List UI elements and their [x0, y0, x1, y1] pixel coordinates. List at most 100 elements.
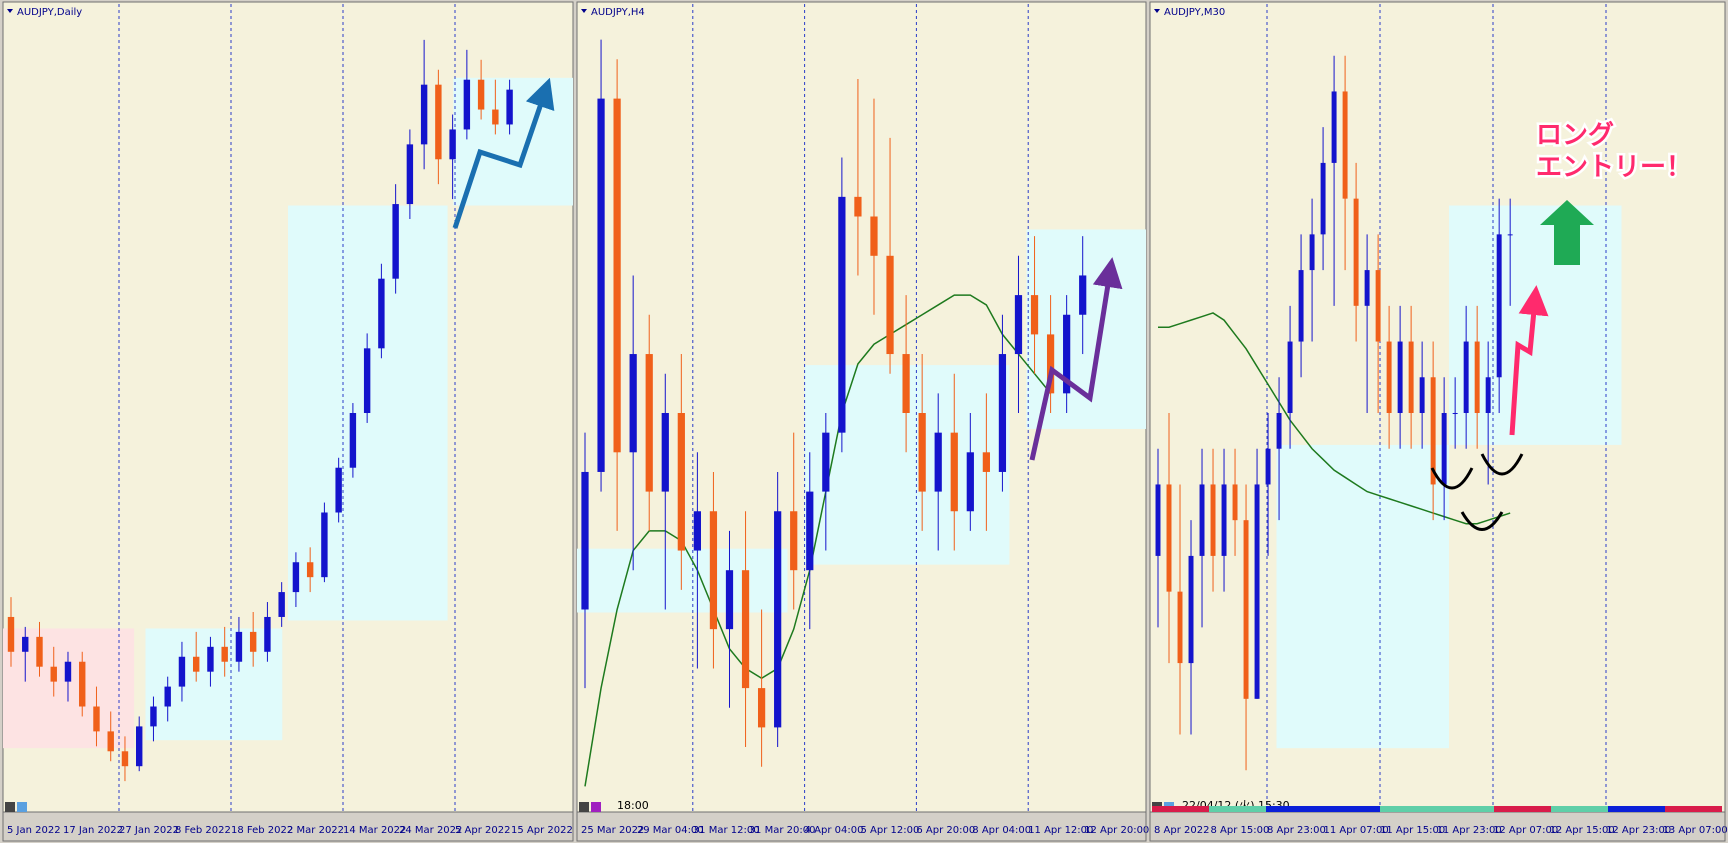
candle-body	[292, 562, 300, 593]
x-axis-label: 12 Apr 20:00	[1084, 825, 1149, 836]
candle-body	[264, 616, 271, 652]
candle-body	[1287, 341, 1293, 413]
candle-body	[1364, 270, 1370, 306]
candle-body	[725, 570, 734, 630]
session-bar	[1551, 806, 1608, 812]
candle-body	[22, 636, 29, 652]
candle-body	[1386, 341, 1392, 413]
candle-body	[1063, 314, 1071, 394]
candle-body	[790, 511, 798, 571]
moving-average	[1158, 312, 1511, 525]
candle-body	[1155, 484, 1161, 556]
x-axis-bar	[2, 811, 574, 842]
candle-body	[477, 79, 485, 110]
candle-body	[420, 84, 428, 145]
candle-body	[1397, 341, 1403, 413]
x-axis-label: 24 Mar 2022	[399, 825, 462, 836]
candle-body	[36, 636, 43, 667]
candle-body	[506, 89, 513, 125]
candle-body	[1243, 520, 1249, 699]
candle-body	[1232, 484, 1238, 521]
candle-body	[335, 467, 342, 513]
status-icon	[579, 802, 589, 812]
title-icon	[1154, 9, 1160, 13]
candle-body	[1452, 413, 1458, 414]
candle-body	[645, 354, 653, 492]
session-bar	[1494, 806, 1551, 812]
candle-body	[1276, 413, 1282, 449]
candle-body	[1375, 270, 1381, 342]
candle-body	[435, 84, 442, 160]
x-axis-label: 8 Apr 04:00	[972, 825, 1031, 836]
candle-body	[693, 511, 701, 551]
candle-body	[597, 98, 605, 472]
x-axis-label: 6 Apr 20:00	[916, 825, 975, 836]
x-axis-label: 29 Mar 04:00	[637, 825, 704, 836]
candle-body	[192, 656, 200, 672]
candle-body	[79, 661, 86, 707]
x-axis-label: 27 Jan 2022	[119, 825, 179, 836]
candle-body	[1496, 234, 1502, 378]
candle-body	[278, 592, 285, 617]
x-axis-label: 5 Apr 2022	[455, 825, 510, 836]
candle-body	[178, 656, 186, 687]
candle-body	[1079, 275, 1087, 315]
chart-title: AUDJPY,H4	[591, 7, 645, 18]
candle-body	[982, 452, 990, 472]
x-axis-label: 5 Jan 2022	[7, 825, 61, 836]
candle-body	[249, 631, 257, 652]
candle-body	[677, 413, 685, 551]
x-axis-label: 4 Apr 04:00	[805, 825, 864, 836]
x-axis-label: 12 Apr 07:00	[1493, 825, 1558, 836]
x-axis-label: 18 Feb 2022	[231, 825, 293, 836]
pattern-mark	[1480, 453, 1524, 476]
x-axis-label: 31 Mar 20:00	[749, 825, 816, 836]
session-bar	[1266, 806, 1323, 812]
candle-body	[1419, 377, 1425, 413]
candle-body	[998, 354, 1007, 472]
candle-body	[93, 706, 100, 732]
status-icon	[17, 802, 27, 812]
candle-body	[321, 512, 328, 578]
trend-arrow	[1509, 285, 1549, 436]
x-axis-label: 8 Apr 23:00	[1267, 825, 1326, 836]
candle-body	[7, 616, 15, 652]
candle-body	[150, 706, 157, 727]
candle-body	[349, 413, 357, 468]
session-bar	[1437, 806, 1494, 812]
candle-body	[1166, 484, 1172, 592]
x-axis-label: 13 Apr 07:00	[1663, 825, 1728, 836]
candle-body	[1463, 341, 1469, 413]
annotation: エントリー！	[1536, 153, 1692, 183]
candle-body	[918, 413, 926, 492]
status-icon	[5, 802, 15, 812]
trend-arrow	[452, 77, 555, 229]
x-axis-label: 12 Apr 23:00	[1606, 825, 1671, 836]
session-bar	[1209, 806, 1266, 812]
zone-box	[1276, 444, 1449, 749]
candle-body	[363, 348, 371, 413]
candle-body	[221, 646, 228, 662]
candle-body	[1254, 484, 1260, 699]
candle-body	[50, 666, 57, 682]
candle-body	[1221, 484, 1227, 556]
candle-body	[1014, 295, 1023, 355]
x-axis-label: 15 Apr 2022	[511, 825, 573, 836]
x-axis-label: 5 Apr 12:00	[861, 825, 920, 836]
candle-body	[886, 255, 894, 355]
candle-body	[1342, 91, 1348, 199]
x-axis-label: 25 Mar 2022	[581, 825, 644, 836]
candle-body	[581, 471, 589, 610]
x-axis-label: 17 Jan 2022	[63, 825, 123, 836]
session-bar	[1323, 806, 1380, 812]
candle-body	[806, 491, 814, 571]
candle-body	[136, 726, 143, 767]
session-bar	[1608, 806, 1665, 812]
chart-title: AUDJPY,M30	[1164, 7, 1225, 18]
entry-arrow	[1540, 200, 1594, 265]
candle-body	[1474, 341, 1480, 413]
x-axis-label: 11 Apr 12:00	[1028, 825, 1093, 836]
candle-body	[870, 216, 878, 256]
candle-body	[64, 661, 72, 682]
candle-body	[613, 98, 621, 453]
